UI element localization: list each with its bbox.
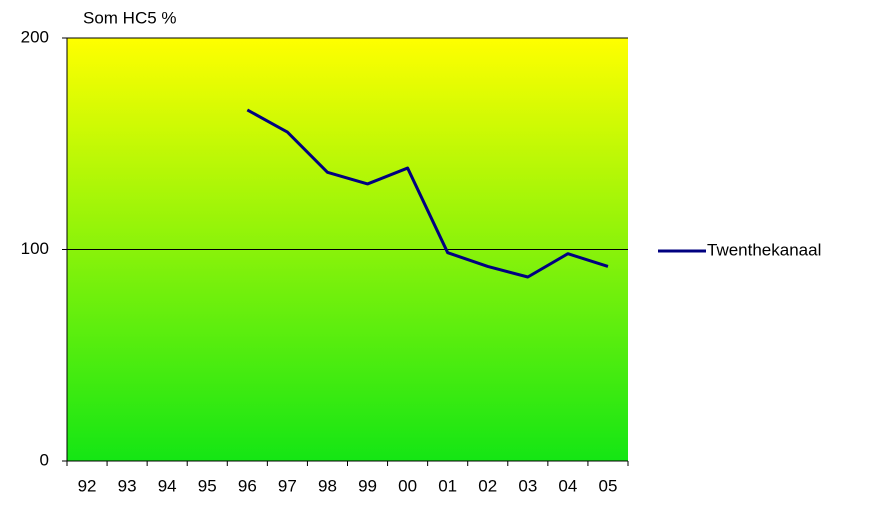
- x-tick-label: 98: [318, 476, 337, 495]
- x-tick-label: 93: [118, 476, 137, 495]
- x-tick-label: 03: [518, 476, 537, 495]
- x-tick-label: 99: [358, 476, 377, 495]
- x-tick-label: 01: [438, 476, 457, 495]
- x-tick-label: 96: [238, 476, 257, 495]
- x-tick-label: 94: [158, 476, 177, 495]
- y-tick-label: 0: [40, 450, 49, 469]
- x-tick-label: 92: [78, 476, 97, 495]
- x-tick-label: 04: [558, 476, 577, 495]
- x-tick-label: 95: [198, 476, 217, 495]
- y-axis-label: Som HC5 %: [83, 8, 177, 27]
- legend-label: Twenthekanaal: [707, 240, 821, 259]
- y-tick-label: 100: [21, 239, 49, 258]
- series-line: [246, 108, 609, 279]
- y-tick-label: 200: [21, 27, 49, 46]
- x-tick-label: 97: [278, 476, 297, 495]
- x-tick-label: 02: [478, 476, 497, 495]
- x-tick-label: 05: [599, 476, 618, 495]
- x-tick-label: 00: [398, 476, 417, 495]
